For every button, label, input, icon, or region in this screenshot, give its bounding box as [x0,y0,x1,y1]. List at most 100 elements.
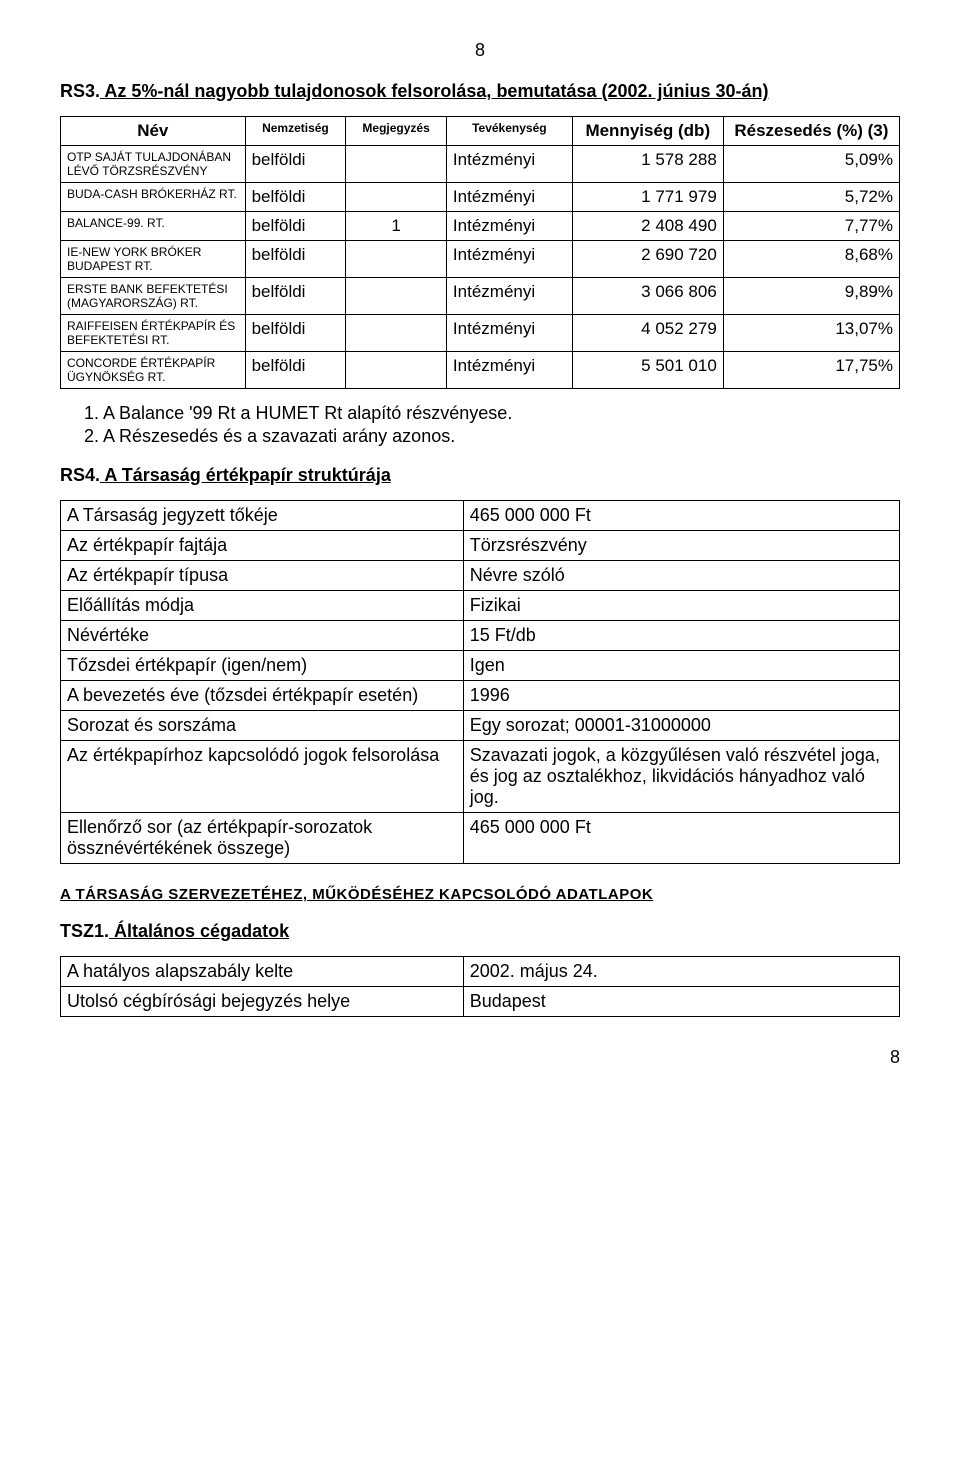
table-row: Utolsó cégbírósági bejegyzés helyeBudape… [61,987,900,1017]
cell-qty: 2 690 720 [572,241,723,278]
cell-act: Intézményi [446,212,572,241]
table-row: Az értékpapír típusaNévre szóló [61,561,900,591]
rs3-heading-text: Az 5%-nál nagyobb tulajdonosok felsorolá… [104,81,768,101]
rs3-th-qty: Mennyiség (db) [572,117,723,146]
table-row: Előállítás módjaFizikai [61,591,900,621]
cell-key: A hatályos alapszabály kelte [61,957,464,987]
cell-nat: belföldi [245,146,346,183]
cell-value: Törzsrészvény [463,531,899,561]
table-row: A hatályos alapszabály kelte2002. május … [61,957,900,987]
rs3-heading: RS3. Az 5%-nál nagyobb tulajdonosok fels… [60,81,900,102]
cell-nat: belföldi [245,352,346,389]
cell-nat: belföldi [245,241,346,278]
tsz1-table: A hatályos alapszabály kelte2002. május … [60,956,900,1017]
rs3-notes: 1. A Balance '99 Rt a HUMET Rt alapító r… [84,403,900,447]
cell-note [346,278,447,315]
cell-note [346,315,447,352]
cell-act: Intézményi [446,352,572,389]
cell-name: BALANCE-99. RT. [61,212,246,241]
cell-value: Egy sorozat; 00001-31000000 [463,711,899,741]
table-row: ERSTE BANK BEFEKTETÉSI (MAGYARORSZÁG) RT… [61,278,900,315]
cell-value: 465 000 000 Ft [463,813,899,864]
cell-value: Igen [463,651,899,681]
rs3-th-note: Megjegyzés [346,117,447,146]
cell-note: 1 [346,212,447,241]
table-row: Tőzsdei értékpapír (igen/nem)Igen [61,651,900,681]
table-row: Az értékpapírhoz kapcsolódó jogok felsor… [61,741,900,813]
cell-value: 15 Ft/db [463,621,899,651]
cell-nat: belföldi [245,315,346,352]
cell-share: 17,75% [723,352,899,389]
cell-note [346,146,447,183]
rs4-table: A Társaság jegyzett tőkéje465 000 000 Ft… [60,500,900,864]
cell-name: IE-NEW YORK BRÓKER BUDAPEST RT. [61,241,246,278]
table-row: BUDA-CASH BRÓKERHÁZ RT.belföldiIntézmény… [61,183,900,212]
cell-value: 1996 [463,681,899,711]
cell-value: Névre szóló [463,561,899,591]
cell-name: CONCORDE ÉRTÉKPAPÍR ÜGYNÖKSÉG RT. [61,352,246,389]
table-row: Az értékpapír fajtájaTörzsrészvény [61,531,900,561]
cell-act: Intézményi [446,315,572,352]
rs3-th-share: Részesedés (%) (3) [723,117,899,146]
cell-act: Intézményi [446,278,572,315]
cell-act: Intézményi [446,183,572,212]
cell-name: ERSTE BANK BEFEKTETÉSI (MAGYARORSZÁG) RT… [61,278,246,315]
tsz1-heading-prefix: TSZ1. [60,921,109,942]
cell-share: 5,72% [723,183,899,212]
rs3-th-name: Név [61,117,246,146]
cell-note [346,352,447,389]
note-line: 2. A Részesedés és a szavazati arány azo… [84,426,900,447]
cell-value: 2002. május 24. [463,957,899,987]
table-row: OTP SAJÁT TULAJDONÁBAN LÉVŐ TÖRZSRÉSZVÉN… [61,146,900,183]
cell-share: 5,09% [723,146,899,183]
cell-key: Utolsó cégbírósági bejegyzés helye [61,987,464,1017]
cell-share: 8,68% [723,241,899,278]
cell-qty: 3 066 806 [572,278,723,315]
cell-qty: 1 771 979 [572,183,723,212]
cell-value: Szavazati jogok, a közgyűlésen való rész… [463,741,899,813]
cell-qty: 2 408 490 [572,212,723,241]
cell-qty: 5 501 010 [572,352,723,389]
table-row: IE-NEW YORK BRÓKER BUDAPEST RT.belföldiI… [61,241,900,278]
table-row: A Társaság jegyzett tőkéje465 000 000 Ft [61,501,900,531]
cell-value: 465 000 000 Ft [463,501,899,531]
cell-share: 7,77% [723,212,899,241]
rs3-th-nat: Nemzetiség [245,117,346,146]
cell-qty: 1 578 288 [572,146,723,183]
cell-act: Intézményi [446,146,572,183]
cell-value: Budapest [463,987,899,1017]
cell-name: OTP SAJÁT TULAJDONÁBAN LÉVŐ TÖRZSRÉSZVÉN… [61,146,246,183]
rs3-th-act: Tevékenység [446,117,572,146]
cell-key: Tőzsdei értékpapír (igen/nem) [61,651,464,681]
cell-key: Előállítás módja [61,591,464,621]
table-row: RAIFFEISEN ÉRTÉKPAPÍR ÉS BEFEKTETÉSI RT.… [61,315,900,352]
rs3-heading-prefix: RS3. [60,81,100,102]
cell-key: A bevezetés éve (tőzsdei értékpapír eset… [61,681,464,711]
tsz1-heading-text: Általános cégadatok [114,921,289,941]
cell-share: 13,07% [723,315,899,352]
table-row: Sorozat és sorszámaEgy sorozat; 00001-31… [61,711,900,741]
table-row: Névértéke15 Ft/db [61,621,900,651]
table-row: CONCORDE ÉRTÉKPAPÍR ÜGYNÖKSÉG RT.belföld… [61,352,900,389]
cell-key: Ellenőrző sor (az értékpapír-sorozatok ö… [61,813,464,864]
cell-key: Az értékpapír fajtája [61,531,464,561]
cell-key: Sorozat és sorszáma [61,711,464,741]
cell-nat: belföldi [245,183,346,212]
rs4-heading: RS4. A Társaság értékpapír struktúrája [60,465,900,486]
cell-key: Névértéke [61,621,464,651]
table-row: BALANCE-99. RT.belföldi1Intézményi2 408 … [61,212,900,241]
cell-note [346,183,447,212]
cell-key: Az értékpapír típusa [61,561,464,591]
cell-key: A Társaság jegyzett tőkéje [61,501,464,531]
rs3-table: Név Nemzetiség Megjegyzés Tevékenység Me… [60,116,900,389]
cell-share: 9,89% [723,278,899,315]
page-number-top: 8 [60,40,900,61]
page-number-bottom: 8 [60,1047,900,1068]
cell-key: Az értékpapírhoz kapcsolódó jogok felsor… [61,741,464,813]
table-row: Ellenőrző sor (az értékpapír-sorozatok ö… [61,813,900,864]
cell-note [346,241,447,278]
cell-name: RAIFFEISEN ÉRTÉKPAPÍR ÉS BEFEKTETÉSI RT. [61,315,246,352]
cell-qty: 4 052 279 [572,315,723,352]
note-line: 1. A Balance '99 Rt a HUMET Rt alapító r… [84,403,900,424]
org-subheading: A TÁRSASÁG SZERVEZETÉHEZ, MŰKÖDÉSÉHEZ KA… [60,886,900,903]
